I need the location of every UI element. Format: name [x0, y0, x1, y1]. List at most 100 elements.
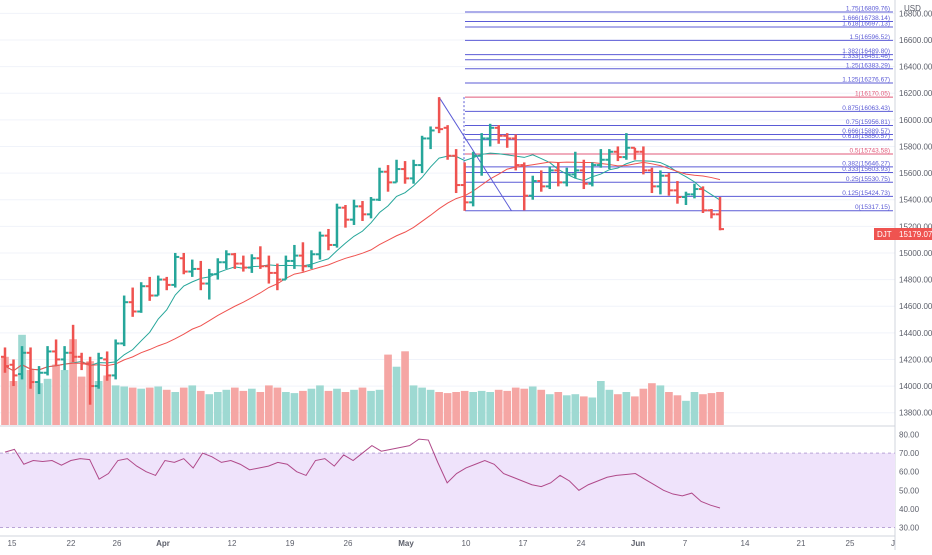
y-tick-label: 15600.00	[899, 169, 932, 178]
fibonacci-retracement[interactable]: 0(15317.15) 0.125(15424.73) 0.25(15530.75)…	[463, 0, 893, 212]
volume-bar	[341, 392, 350, 425]
ohlc-bar	[9, 359, 18, 387]
ohlc-bar	[290, 244, 299, 269]
volume-bar	[256, 392, 265, 425]
volume-bar	[682, 400, 690, 425]
y-tick-label: 15800.00	[899, 142, 932, 151]
volume-bar	[545, 394, 554, 425]
volume-bar	[707, 393, 716, 425]
fib-level-label: 0.618(15850.57)	[842, 133, 890, 140]
rsi-tick-label: 80.00	[899, 430, 920, 439]
volume-bar	[673, 395, 682, 425]
ohlc-bar	[230, 252, 239, 269]
ohlc-bar	[503, 133, 512, 148]
ohlc-bar	[384, 165, 393, 192]
volume-bar	[579, 396, 588, 425]
rsi-tick-label: 70.00	[899, 449, 920, 458]
volume-bar	[162, 389, 171, 425]
ohlc-bar	[511, 134, 520, 171]
ohlc-bar	[562, 167, 571, 187]
fib-level-label: 1.75(16809.76)	[846, 6, 890, 13]
ohlc-bar	[596, 149, 605, 168]
volume-bar	[426, 389, 435, 425]
volume-bar	[103, 375, 111, 425]
ohlc-bar	[375, 167, 384, 202]
ohlc-bar	[341, 205, 350, 228]
volume-bar	[290, 393, 299, 425]
volume-bar	[137, 388, 146, 425]
volume-bar	[188, 385, 197, 425]
trend-line[interactable]	[438, 96, 512, 212]
volume-bar	[94, 381, 103, 425]
volume-bar	[528, 386, 537, 425]
volume-bar	[205, 394, 214, 425]
x-tick-label: May	[398, 539, 414, 548]
ohlc-bars	[1, 97, 724, 405]
fib-level-label: 0.5(15743.58)	[850, 147, 890, 154]
volume-bar	[614, 394, 622, 425]
ohlc-bar	[716, 197, 724, 231]
y-tick-label: 14200.00	[899, 355, 932, 364]
x-tick-label: 7	[683, 539, 688, 548]
volume-bar	[52, 364, 60, 425]
fib-level-label: 1.5(16596.52)	[850, 34, 890, 41]
y-tick-label: 16200.00	[899, 89, 932, 98]
ma-slow-line	[4, 161, 721, 372]
x-tick-label: 10	[462, 539, 471, 548]
ohlc-bar	[188, 259, 197, 277]
volume-bar	[520, 388, 529, 425]
ohlc-bar	[681, 191, 690, 206]
volume-bar	[622, 392, 631, 425]
volume-bar	[588, 397, 597, 425]
volume-bar	[179, 387, 188, 425]
volume-bar	[665, 392, 673, 425]
ohlc-bar	[264, 255, 273, 284]
volume-bar	[392, 366, 401, 425]
time-axis[interactable]: 15 22 26 Apr 12 19 26 May 10 17 24 Jun 7 14 21 25 J	[8, 539, 895, 548]
fib-level-label: 1.125(16276.67)	[842, 76, 890, 83]
fib-level-label: 1.618(16697.13)	[842, 21, 890, 28]
y-tick-label: 16400.00	[899, 63, 932, 72]
x-tick-label: 14	[741, 539, 750, 548]
x-tick-label: 22	[67, 539, 76, 548]
ohlc-bar	[247, 254, 256, 273]
volume-bar	[477, 390, 486, 425]
ohlc-bar	[324, 228, 333, 251]
fib-level-label: 1.666(16738.14)	[842, 15, 890, 22]
rsi-tick-label: 50.00	[899, 486, 920, 495]
y-tick-label: 14800.00	[899, 276, 932, 285]
x-tick-label: 15	[8, 539, 17, 548]
ohlc-bar	[358, 201, 367, 221]
volume-bar	[299, 390, 307, 425]
ohlc-bar	[486, 123, 495, 147]
ohlc-bar	[137, 282, 146, 313]
volume-bar	[273, 387, 282, 425]
volume-bar	[699, 394, 707, 425]
fib-level-label: 0(15317.15)	[855, 204, 890, 211]
volume-bar	[452, 392, 460, 425]
ohlc-bar	[426, 126, 435, 150]
grid	[0, 12, 895, 414]
ohlc-bar	[171, 252, 180, 288]
ohlc-bar	[315, 231, 324, 260]
fib-level-label: 0.25(15530.75)	[846, 176, 890, 183]
ohlc-bar	[639, 146, 648, 175]
ohlc-bar	[307, 250, 316, 269]
ohlc-bar	[120, 295, 129, 347]
ohlc-bar	[613, 146, 622, 162]
rsi-tick-label: 30.00	[899, 524, 920, 533]
volume-bar	[460, 390, 469, 425]
volume-bar	[409, 385, 418, 425]
volume-bar	[196, 390, 205, 425]
x-tick-label: Jun	[631, 539, 645, 548]
x-tick-label: 19	[286, 539, 295, 548]
trend-line-segment[interactable]	[438, 96, 512, 212]
ohlc-bar	[94, 352, 103, 389]
ohlc-bar	[60, 346, 69, 371]
last-price-label: 15179.07	[899, 230, 932, 239]
volume-bar	[494, 389, 503, 425]
ohlc-bar	[162, 276, 171, 291]
y-tick-label: 15200.00	[899, 222, 932, 231]
